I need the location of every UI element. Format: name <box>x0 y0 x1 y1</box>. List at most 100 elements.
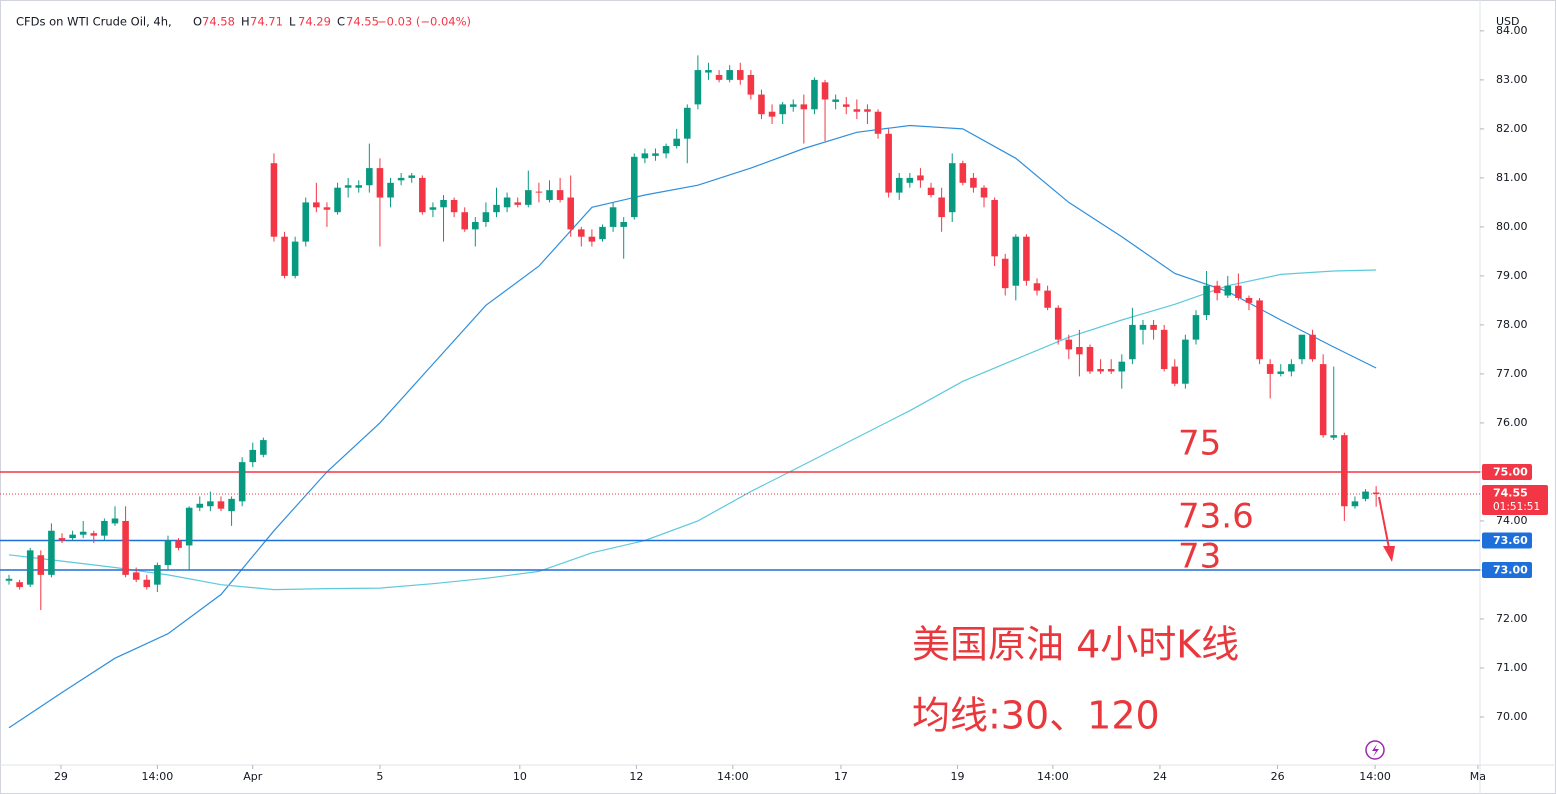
candle-body <box>249 449 257 463</box>
candle-body <box>1372 492 1380 494</box>
candle-body <box>493 204 500 213</box>
candle-body <box>132 572 140 580</box>
candle-body <box>546 190 553 200</box>
candle-body <box>122 520 129 575</box>
candle-body <box>1362 491 1369 499</box>
x-tick-label: 5 <box>376 770 383 783</box>
y-tick-label: 84.00 <box>1496 24 1528 37</box>
candle-body <box>1266 364 1274 374</box>
candle-body <box>842 104 850 107</box>
candle-body <box>768 111 776 117</box>
price-label-box <box>1482 561 1532 578</box>
candle-body <box>1235 285 1242 298</box>
y-tick-label: 72.00 <box>1496 612 1528 625</box>
candle-body <box>217 501 225 509</box>
candle-body <box>429 207 437 210</box>
candle-body <box>715 74 723 80</box>
candle-body <box>482 212 490 223</box>
annotation: 均线:30、120 <box>912 694 1160 738</box>
candle-body <box>970 177 977 188</box>
candle-body <box>1319 364 1327 436</box>
price-label: 73.00 <box>1493 563 1528 576</box>
candle-body <box>270 163 278 237</box>
candle-body <box>747 74 755 95</box>
candle-body <box>567 197 574 230</box>
candle-body <box>1182 339 1189 384</box>
ohlc-value: 74.29 <box>298 15 331 29</box>
candle-body <box>1288 364 1295 372</box>
icon-bolt[interactable] <box>1372 744 1379 757</box>
candle-body <box>334 187 341 213</box>
candle-body <box>440 199 447 208</box>
candle-body <box>874 111 882 134</box>
ohlc-value: 74.55 <box>346 15 379 29</box>
candle-body <box>694 70 702 105</box>
candle-body <box>1203 285 1210 316</box>
candle-body <box>281 236 288 276</box>
candle-body <box>800 104 808 110</box>
candle-body <box>154 565 161 585</box>
candle-body <box>1192 315 1200 340</box>
x-tick-label: 14:00 <box>717 770 749 783</box>
candle-body <box>578 229 585 237</box>
candle-body <box>111 518 119 524</box>
candle-body <box>355 185 363 188</box>
icon-circle[interactable] <box>1365 740 1385 760</box>
candle-body <box>323 207 331 210</box>
candle-body <box>811 79 818 110</box>
x-tick-label: 14:00 <box>142 770 174 783</box>
candle-body <box>726 70 733 80</box>
y-tick-label: 78.00 <box>1496 318 1528 331</box>
candle-body <box>472 222 479 230</box>
candle-body <box>1097 369 1104 372</box>
candle-body <box>450 199 458 213</box>
candle-body <box>1341 435 1348 507</box>
candle-body <box>79 531 87 535</box>
y-tick-label: 76.00 <box>1496 416 1528 429</box>
candle-body <box>164 540 172 566</box>
candle-body <box>631 156 638 218</box>
candle-body <box>16 582 23 588</box>
candle-body <box>397 177 405 181</box>
x-tick-label: 17 <box>834 770 848 783</box>
candle-body <box>101 520 108 536</box>
candle-body <box>196 503 204 508</box>
candle-body <box>1139 324 1147 330</box>
candle-body <box>1086 346 1094 372</box>
candle-body <box>599 226 606 240</box>
candle-body <box>1330 435 1338 438</box>
candle-body <box>609 207 617 227</box>
candle-body <box>302 202 310 242</box>
candle-body <box>1118 361 1126 372</box>
candle-body <box>48 530 55 575</box>
candle-body <box>683 107 691 139</box>
candle-body <box>652 153 659 156</box>
y-tick-label: 82.00 <box>1496 122 1528 135</box>
candle-body <box>1001 258 1009 289</box>
header: CFDs on WTI Crude Oil, 4h, O 74.58 H 74.71 L… <box>16 15 471 29</box>
ohlc-value: 74.58 <box>202 15 235 29</box>
candle-body <box>980 187 988 198</box>
replay-icon[interactable] <box>1365 740 1385 760</box>
candle-body <box>885 133 892 193</box>
candle-body <box>853 109 861 112</box>
candle-body <box>938 197 945 218</box>
candle-body <box>705 70 712 73</box>
candle-body <box>917 175 924 181</box>
x-tick-label: Ma <box>1470 770 1486 783</box>
candle-body <box>736 70 744 80</box>
candle-body <box>1351 501 1359 507</box>
y-tick-label: 80.00 <box>1496 220 1528 233</box>
candle-body <box>758 94 765 115</box>
candle-body <box>832 99 839 102</box>
candle-body <box>991 199 998 257</box>
price-label-box <box>1482 532 1532 549</box>
candle-body <box>143 579 151 588</box>
candle-body <box>948 163 956 213</box>
candle-body <box>461 212 469 230</box>
y-tick-label: 77.00 <box>1496 367 1528 380</box>
candle-body <box>69 534 76 539</box>
candle-body <box>1224 285 1232 296</box>
